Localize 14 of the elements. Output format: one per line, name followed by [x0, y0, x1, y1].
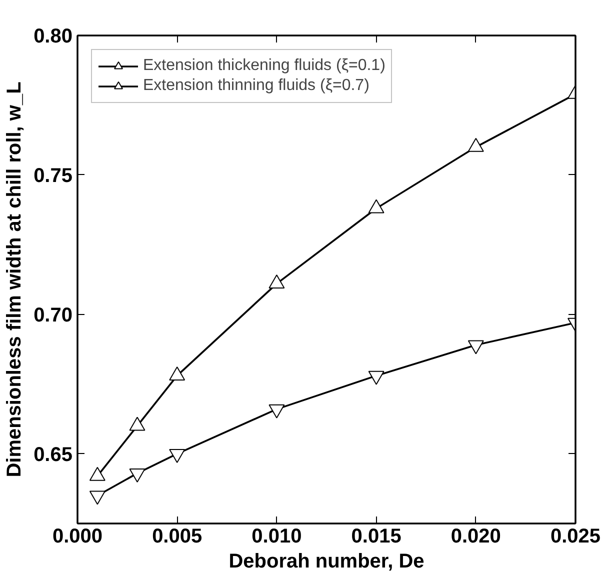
x-tick-label: 0.015 — [351, 526, 402, 548]
legend-label: Extension thickening fluids (ξ=0.1) — [143, 57, 386, 75]
x-tick-label: 0.025 — [550, 526, 601, 548]
y-tick-label: 0.70 — [34, 304, 73, 326]
y-tick-label: 0.65 — [34, 444, 73, 466]
x-tick-label: 0.010 — [252, 526, 302, 548]
x-tick-label: 0.020 — [450, 526, 501, 548]
legend-label: Extension thinning fluids (ξ=0.7) — [143, 77, 370, 95]
y-tick-label: 0.75 — [34, 164, 73, 187]
y-axis-title: Dimensionless film width at chill roll, w_L — [4, 82, 26, 478]
y-tick-label: 0.80 — [34, 26, 73, 48]
x-axis-title: Deborah number, De — [228, 550, 424, 572]
x-tick-label: 0.005 — [152, 526, 202, 548]
x-tick-label: 0.000 — [52, 526, 103, 548]
